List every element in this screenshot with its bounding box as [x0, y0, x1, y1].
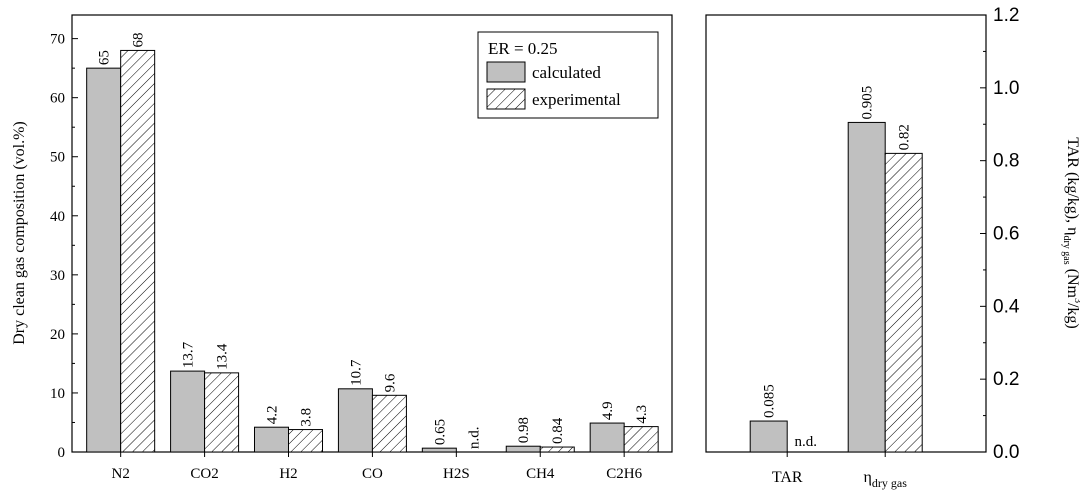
category-label-h2s: H2S [443, 466, 470, 482]
data-label-experimental-h2: 3.8 [299, 408, 315, 427]
data-label-experimental-eta: 0.82 [897, 124, 913, 150]
left-axis-ticks: 0 10 20 30 40 50 60 70 [50, 32, 78, 461]
bar-calculated-ch4 [505, 445, 541, 453]
legend-label-experimental: experimental [532, 90, 621, 109]
right-y-tick-label: 0.4 [993, 296, 1020, 317]
bar-calculated-co2 [170, 370, 206, 453]
data-label-calculated-co2: 13.7 [181, 341, 197, 368]
bar-experimental-n2 [120, 49, 156, 453]
data-label-experimental-h2s: n.d. [466, 427, 482, 450]
data-label-calculated-ch4: 0.98 [516, 417, 532, 443]
data-label-experimental-co2: 13.4 [215, 343, 231, 370]
data-label-calculated-c2h6: 4.9 [600, 401, 616, 420]
data-label-calculated-tar: 0.085 [762, 384, 778, 418]
left-y-tick-label: 0 [58, 445, 66, 461]
category-label-tar: TAR [772, 469, 803, 486]
category-label-co: CO [362, 466, 383, 482]
bar-calculated-c2h6 [589, 422, 625, 453]
right-y-tick-label: 1.2 [993, 5, 1019, 26]
left-bars [86, 49, 659, 453]
legend-title: ER = 0.25 [488, 39, 558, 58]
legend: ER = 0.25 calculated experimental [477, 31, 659, 119]
bar-experimental-eta [884, 152, 923, 453]
bar-experimental-co [371, 394, 407, 453]
data-label-experimental-n2: 68 [131, 32, 147, 47]
right-y-axis-label: TAR (kg/kg), ηdry gas (Nm3/kg) [1061, 137, 1080, 328]
left-y-tick-label: 10 [50, 386, 65, 402]
composition-chart: 0 10 20 30 40 50 60 70 65 68 13.7 13.4 4.2 3.8 10.7 9.… [11, 14, 673, 482]
right-y-tick-label: 0.2 [993, 369, 1019, 390]
data-label-calculated-h2s: 0.65 [432, 419, 448, 445]
right-bars [749, 121, 923, 453]
left-y-tick-label: 20 [50, 327, 65, 343]
data-label-experimental-co: 9.6 [382, 373, 398, 392]
right-axis-ticks: 0.0 0.2 0.4 0.6 0.8 1.0 1.2 [980, 5, 1020, 463]
right-plot-frame [705, 14, 987, 453]
left-y-axis-label: Dry clean gas composition (vol.%) [11, 121, 28, 345]
category-label-co2: CO2 [190, 466, 218, 482]
left-y-tick-label: 60 [50, 91, 65, 107]
left-y-tick-label: 40 [50, 209, 65, 225]
tar-efficiency-chart: 0.0 0.2 0.4 0.6 0.8 1.0 1.2 0.085 n.d. 0.905 0.82… [705, 5, 1080, 490]
category-label-h2: H2 [279, 466, 297, 482]
right-category-labels: TAR ηdry gas [772, 452, 907, 490]
left-y-tick-label: 70 [50, 32, 65, 48]
category-label-c2h6: C2H6 [606, 466, 642, 482]
data-label-experimental-tar: n.d. [794, 434, 817, 450]
bar-calculated-tar [749, 420, 788, 453]
category-label-eta-dry-gas: ηdry gas [864, 469, 908, 490]
data-label-calculated-n2: 65 [97, 50, 113, 65]
legend-swatch-calculated [486, 61, 526, 83]
bar-calculated-co [337, 388, 373, 453]
legend-label-calculated: calculated [532, 63, 601, 82]
bar-experimental-c2h6 [623, 426, 659, 453]
right-y-tick-label: 0.6 [993, 224, 1019, 245]
category-label-ch4: CH4 [526, 466, 555, 482]
left-y-tick-label: 50 [50, 150, 65, 166]
bar-calculated-eta [847, 121, 886, 453]
right-y-tick-label: 0.8 [993, 151, 1019, 172]
data-label-experimental-c2h6: 4.3 [634, 405, 650, 424]
bar-calculated-n2 [86, 67, 122, 453]
left-data-labels: 65 68 13.7 13.4 4.2 3.8 10.7 9.6 0.65 n.d. 0.98 0.8… [97, 32, 650, 449]
bar-calculated-h2s [421, 447, 457, 453]
data-label-calculated-eta: 0.905 [860, 86, 876, 120]
right-data-labels: 0.085 n.d. 0.905 0.82 [762, 86, 913, 450]
left-category-labels: N2 CO2 H2 CO H2S CH4 C2H6 [111, 452, 643, 482]
category-label-n2: N2 [111, 466, 129, 482]
bar-calculated-h2 [254, 426, 290, 453]
data-label-calculated-co: 10.7 [348, 359, 364, 386]
bar-experimental-co2 [204, 372, 240, 453]
right-y-tick-label: 0.0 [993, 442, 1019, 463]
bar-experimental-ch4 [539, 446, 575, 453]
bar-experimental-h2 [288, 429, 324, 453]
data-label-calculated-h2: 4.2 [265, 405, 281, 424]
right-y-tick-label: 1.0 [993, 78, 1019, 99]
data-label-experimental-ch4: 0.84 [550, 417, 566, 444]
left-y-tick-label: 30 [50, 268, 65, 284]
legend-swatch-experimental [486, 88, 526, 110]
